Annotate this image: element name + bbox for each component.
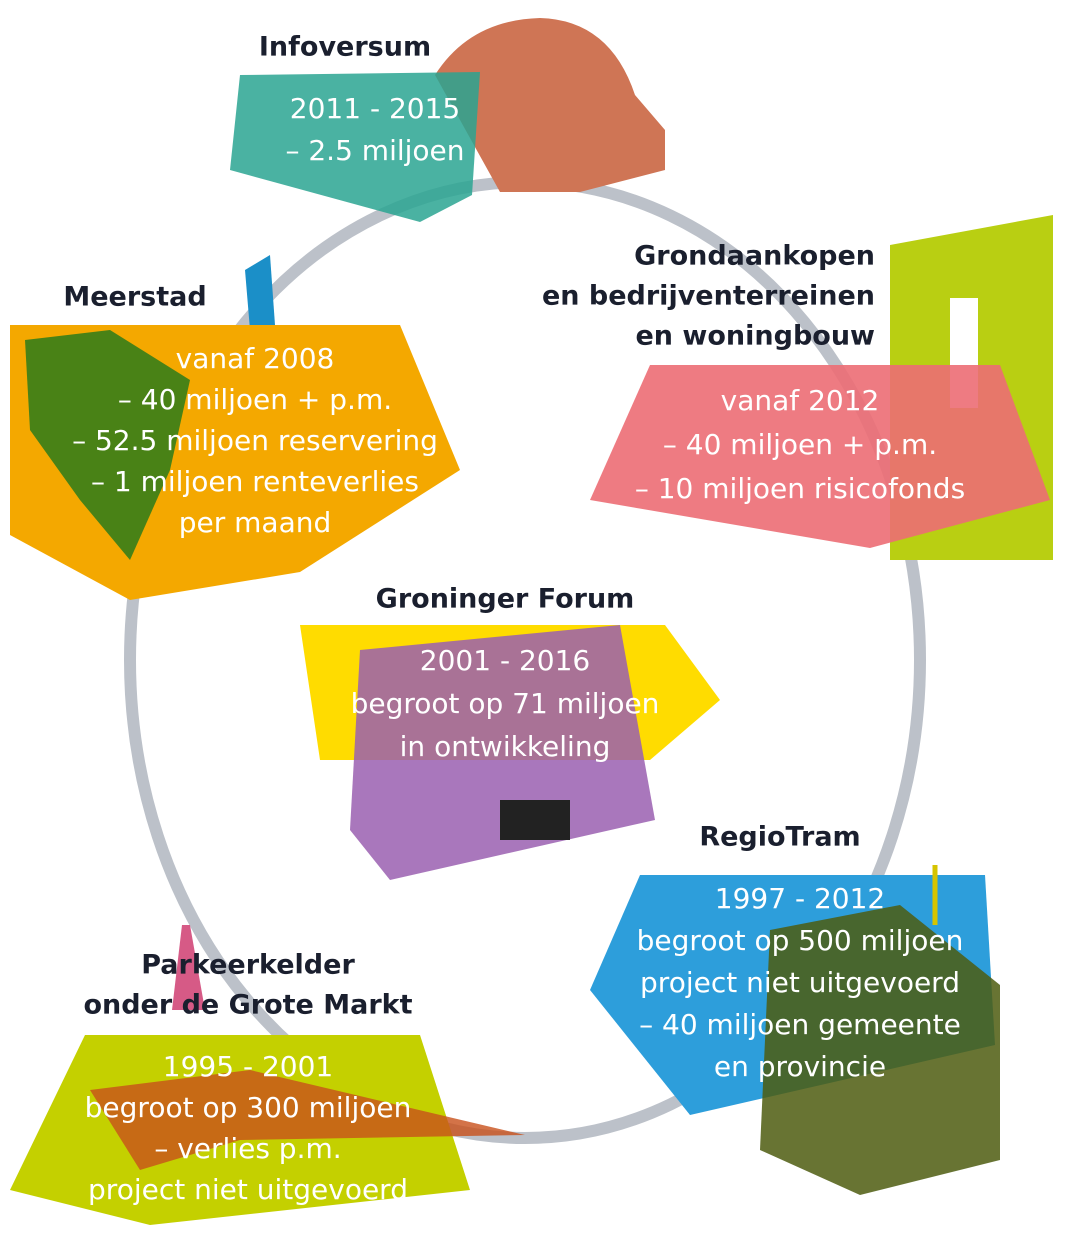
node-line: begroot op 71 miljoen [351,687,660,720]
node-line: project niet uitgevoerd [88,1173,408,1206]
node-line: 2011 - 2015 [290,92,460,125]
node-line: – 10 miljoen risicofonds [635,472,965,505]
node-line: 1997 - 2012 [715,882,885,915]
node-line: begroot op 500 miljoen [637,924,964,957]
node-title: Infoversum [259,32,431,63]
diagram: Infoversum 2011 - 2015 – 2.5 miljoen Gronda… [0,0,1069,1241]
photo-detail [500,800,570,840]
node-title: Grondaankopen [634,241,875,272]
node-line: – 40 miljoen + p.m. [118,383,392,416]
node-line: en provincie [714,1050,886,1083]
node-line: – 2.5 miljoen [285,134,464,167]
node-line: per maand [179,506,332,539]
node-line: in ontwikkeling [400,730,611,763]
map-detail [245,255,275,330]
node-line: – 1 miljoen renteverlies [91,465,419,498]
node-title: Parkeerkelder [141,950,355,981]
node-title: RegioTram [699,822,860,853]
node-title: onder de Grote Markt [83,990,412,1021]
node-line: begroot op 300 miljoen [85,1091,412,1124]
node-title: Meerstad [63,282,206,313]
node-line: – 40 miljoen gemeente [639,1008,961,1041]
node-title: en woningbouw [636,321,876,352]
node-line: – 52.5 miljoen reservering [72,424,438,457]
node-line: vanaf 2012 [721,384,880,417]
node-line: 2001 - 2016 [420,644,590,677]
node-line: – verlies p.m. [154,1132,341,1165]
node-line: 1995 - 2001 [163,1050,333,1083]
node-title: Groninger Forum [376,584,635,615]
node-line: – 40 miljoen + p.m. [663,428,937,461]
node-line: vanaf 2008 [176,342,335,375]
node-line: project niet uitgevoerd [640,966,960,999]
node-title: en bedrijventerreinen [542,281,875,312]
